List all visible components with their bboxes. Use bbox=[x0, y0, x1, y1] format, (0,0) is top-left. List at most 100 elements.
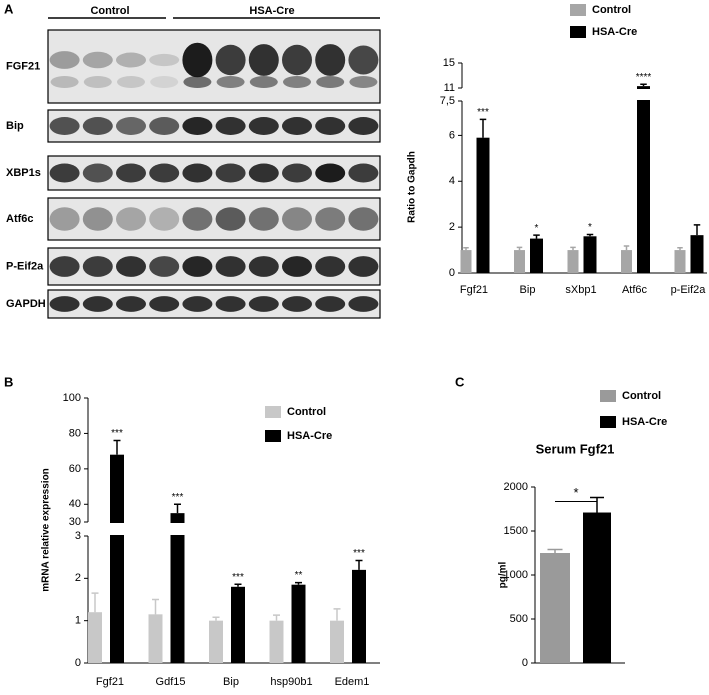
bar bbox=[269, 620, 284, 663]
blot-band bbox=[348, 256, 379, 277]
y-tick-label: 500 bbox=[510, 613, 528, 625]
error-bar bbox=[174, 503, 181, 514]
y-tick-label: 2 bbox=[75, 572, 81, 584]
x-tick-label: Bip bbox=[520, 284, 536, 296]
significance: *** bbox=[477, 107, 489, 118]
x-tick-label: Fgf21 bbox=[460, 284, 488, 296]
error-bar bbox=[479, 118, 487, 138]
error-bar bbox=[570, 246, 576, 251]
blot-band bbox=[149, 296, 180, 312]
blot-band bbox=[282, 296, 312, 312]
blot-band bbox=[183, 76, 212, 88]
blot-group: Control bbox=[90, 5, 129, 17]
legend-label: HSA-Cre bbox=[287, 430, 332, 442]
blot-band bbox=[315, 207, 346, 231]
blot-row-label: GAPDH bbox=[6, 298, 46, 310]
bar bbox=[330, 620, 344, 663]
x-tick-label: p-Eif2a bbox=[671, 284, 707, 296]
blot-band bbox=[149, 163, 180, 183]
axis-break bbox=[456, 89, 701, 100]
blot-band bbox=[215, 163, 246, 183]
blot-band bbox=[249, 76, 278, 88]
legend-label: HSA-Cre bbox=[622, 416, 667, 428]
blot-band bbox=[82, 296, 113, 312]
significance: * bbox=[535, 223, 539, 234]
y-axis-label: mRNA relative expression bbox=[41, 468, 52, 592]
y-tick-label: 2 bbox=[449, 221, 455, 233]
blot-band bbox=[182, 256, 213, 277]
blot-row-label: Bip bbox=[6, 120, 24, 132]
blot-band bbox=[248, 163, 279, 183]
bar bbox=[583, 512, 611, 663]
error-bar bbox=[333, 608, 341, 621]
error-bar bbox=[590, 496, 604, 513]
y-tick-label: 15 bbox=[443, 57, 455, 69]
y-tick-label: 1500 bbox=[504, 525, 528, 537]
y-tick-label: 4 bbox=[449, 175, 455, 187]
bar bbox=[476, 137, 490, 273]
blot-band bbox=[215, 44, 246, 76]
blot-band bbox=[149, 53, 180, 67]
blot-band bbox=[49, 256, 80, 277]
y-axis-label: Ratio to Gapdh bbox=[407, 151, 418, 223]
x-tick-label: sXbp1 bbox=[565, 284, 596, 296]
blot-band bbox=[348, 163, 379, 183]
blot-band bbox=[215, 256, 246, 277]
error-bar bbox=[516, 246, 523, 251]
blot-band bbox=[182, 207, 213, 231]
blot-band bbox=[248, 207, 279, 231]
bar bbox=[291, 584, 306, 663]
error-bar bbox=[273, 614, 280, 621]
significance: *** bbox=[172, 492, 184, 503]
x-tick-label: hsp90b1 bbox=[270, 676, 312, 688]
legend-label: Control bbox=[622, 390, 661, 402]
blot-band bbox=[248, 44, 279, 76]
y-tick-label: 0 bbox=[522, 657, 528, 669]
bar bbox=[231, 586, 245, 663]
y-tick-label: 6 bbox=[449, 129, 455, 141]
blot-band bbox=[283, 76, 311, 88]
y-tick-label: 80 bbox=[69, 427, 81, 439]
blot-band bbox=[116, 256, 146, 277]
blot-band bbox=[348, 207, 379, 231]
blot-row-label: XBP1s bbox=[6, 167, 41, 179]
y-tick-label: 0 bbox=[449, 267, 455, 279]
bar bbox=[530, 238, 543, 273]
bar bbox=[88, 612, 102, 663]
bar bbox=[674, 250, 686, 273]
y-tick-label: 30 bbox=[69, 516, 81, 528]
error-bar bbox=[693, 224, 701, 236]
blot-band bbox=[282, 256, 312, 277]
y-tick-label: 3 bbox=[75, 530, 81, 542]
error-bar bbox=[547, 548, 563, 553]
y-tick-label: 60 bbox=[69, 463, 81, 475]
legend-swatch bbox=[600, 416, 616, 428]
blot-band bbox=[348, 296, 379, 312]
blot-band bbox=[182, 117, 213, 135]
significance: * bbox=[588, 222, 592, 233]
blot-band bbox=[116, 52, 146, 68]
bar bbox=[514, 250, 525, 273]
bar bbox=[583, 236, 597, 273]
blot-band bbox=[149, 207, 180, 231]
error-bar bbox=[91, 592, 99, 613]
bar bbox=[352, 569, 366, 663]
blot-band bbox=[117, 76, 145, 88]
x-tick-label: Edem1 bbox=[335, 676, 370, 688]
blot-band bbox=[82, 256, 113, 277]
blot-group: HSA-Cre bbox=[249, 5, 294, 17]
error-bar bbox=[152, 598, 159, 615]
blot-band bbox=[182, 163, 213, 183]
error-bar bbox=[640, 83, 647, 87]
legend-label: Control bbox=[287, 406, 326, 418]
blot-band bbox=[248, 296, 279, 312]
blot-band bbox=[216, 76, 245, 88]
error-bar bbox=[113, 439, 121, 455]
blot-band bbox=[215, 117, 246, 135]
blot-band bbox=[349, 76, 378, 88]
legend-swatch bbox=[265, 430, 281, 442]
error-bar bbox=[677, 247, 683, 251]
y-tick-label: 1 bbox=[75, 615, 81, 627]
significance: *** bbox=[111, 428, 123, 439]
error-bar bbox=[355, 559, 363, 570]
